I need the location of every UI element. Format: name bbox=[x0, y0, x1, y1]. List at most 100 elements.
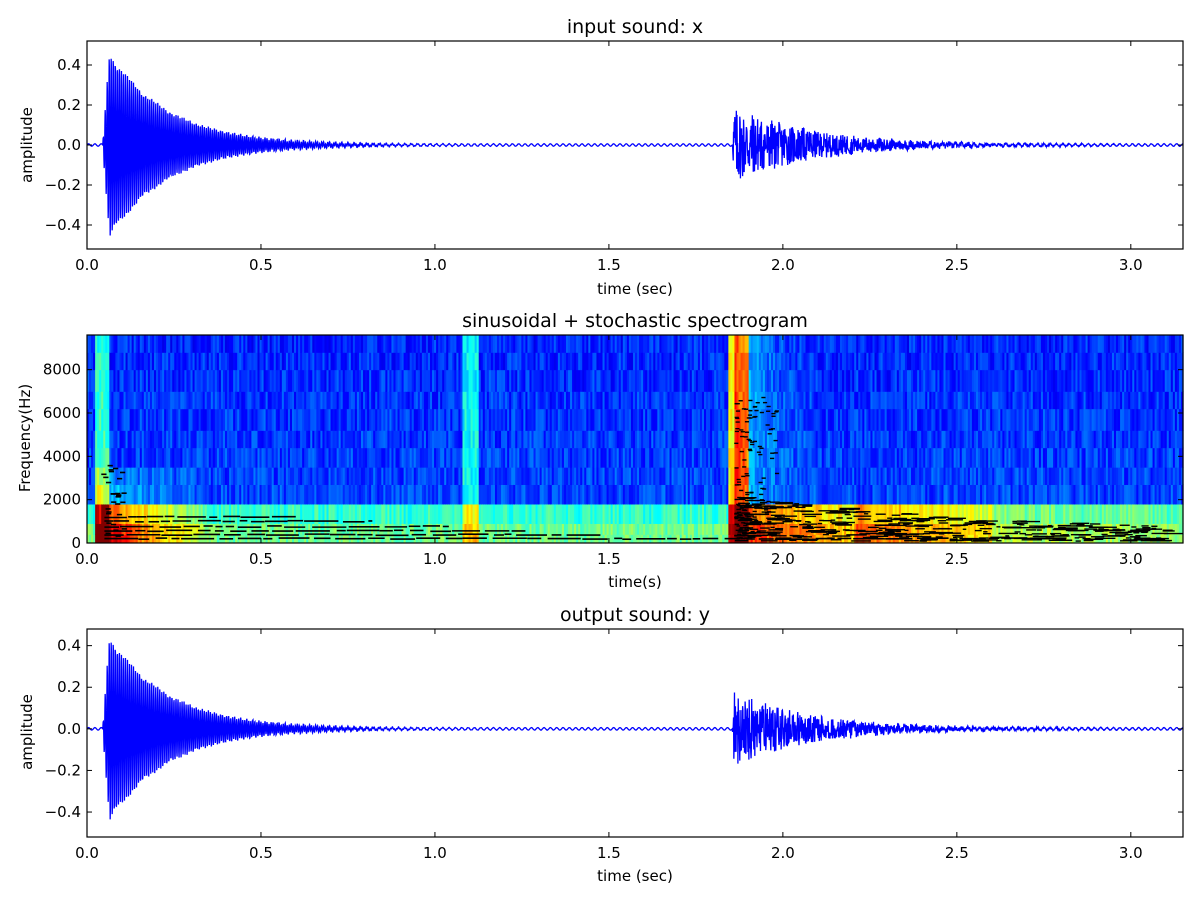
spectrogram-cell bbox=[285, 523, 289, 535]
spectrogram-cell bbox=[695, 369, 699, 392]
spectrogram-cell bbox=[466, 484, 470, 505]
spectrogram-cell bbox=[259, 391, 263, 410]
spectrogram-cell bbox=[584, 484, 587, 505]
spectrogram-cell bbox=[718, 447, 721, 468]
spectrogram-cell bbox=[115, 391, 119, 410]
spectrogram-cell bbox=[162, 391, 165, 410]
spectrogram-cell bbox=[198, 447, 202, 468]
spectrogram-cell bbox=[793, 369, 796, 392]
spectrogram-cell bbox=[190, 369, 194, 392]
spectrogram-cell bbox=[287, 335, 291, 353]
spectrogram-cell bbox=[766, 391, 770, 410]
spectrogram-cell bbox=[460, 352, 464, 371]
spectrogram-cell bbox=[196, 430, 200, 449]
spectrogram-cell bbox=[604, 352, 608, 371]
spectrogram-cell bbox=[452, 523, 455, 535]
spectrogram-cell bbox=[206, 430, 210, 449]
spectrogram-cell bbox=[269, 484, 273, 505]
spectrogram-cell bbox=[787, 447, 790, 468]
spectrogram-cell bbox=[614, 523, 618, 535]
spectrogram-cell bbox=[93, 447, 96, 468]
spectrogram-cell bbox=[689, 467, 693, 485]
spectrogram-cell bbox=[890, 430, 894, 449]
spectrogram-cell bbox=[395, 447, 399, 468]
spectrogram-cell bbox=[247, 523, 250, 535]
spectrogram-cell bbox=[294, 430, 297, 449]
spectrogram-cell bbox=[870, 467, 874, 485]
spectrogram-cell bbox=[302, 467, 305, 485]
spectrogram-cell bbox=[620, 408, 624, 431]
spectrogram-cell bbox=[801, 408, 805, 431]
spectrogram-cell bbox=[876, 484, 880, 505]
spectrogram-cell bbox=[578, 335, 581, 353]
spectrogram-cell bbox=[805, 335, 809, 353]
spectrogram-cell bbox=[527, 484, 531, 505]
spectrogram-cell bbox=[608, 484, 612, 505]
spectrogram-cell bbox=[909, 484, 912, 505]
spectrogram-cell bbox=[367, 504, 370, 524]
spectrogram-cell bbox=[501, 447, 504, 468]
spectrogram-cell bbox=[399, 523, 403, 535]
spectrogram-cell bbox=[635, 467, 638, 485]
spectrogram-cell bbox=[811, 430, 815, 449]
spectrogram-cell bbox=[535, 430, 539, 449]
spectrogram-cell bbox=[764, 335, 768, 353]
spectrogram-cell bbox=[632, 352, 636, 371]
spectrogram-cell bbox=[866, 430, 870, 449]
spectrogram-cell bbox=[265, 408, 269, 431]
spectrogram-cell bbox=[442, 391, 445, 410]
spectrogram-cell bbox=[490, 335, 494, 353]
spectrogram-cell bbox=[456, 430, 460, 449]
spectrogram-cell bbox=[162, 504, 165, 524]
spectrogram-cell bbox=[754, 352, 758, 371]
spectrogram-cell bbox=[754, 484, 758, 505]
spectrogram-cell bbox=[655, 408, 658, 431]
spectrogram-cell bbox=[620, 484, 624, 505]
spectrogram-cell bbox=[348, 467, 352, 485]
spectrogram-cell bbox=[379, 504, 382, 524]
spectrogram-cell bbox=[655, 369, 658, 392]
spectrogram-cell bbox=[164, 352, 167, 371]
y-tick-label: 0.4 bbox=[57, 56, 81, 74]
spectrogram-cell bbox=[827, 430, 831, 449]
spectrogram-cell bbox=[265, 352, 269, 371]
spectrogram-cell bbox=[285, 335, 289, 353]
spectrogram-cell bbox=[129, 447, 133, 468]
spectrogram-cell bbox=[421, 391, 425, 410]
spectrogram-cell bbox=[687, 523, 691, 535]
spectrogram-cell bbox=[149, 484, 153, 505]
spectrogram-cell bbox=[801, 352, 805, 371]
spectrogram-cell bbox=[679, 467, 683, 485]
spectrogram-cell bbox=[829, 391, 833, 410]
spectrogram-cell bbox=[446, 467, 449, 485]
spectrogram-cell bbox=[833, 534, 837, 544]
spectrogram-cell bbox=[896, 408, 900, 431]
spectrogram-cell bbox=[795, 504, 798, 524]
spectrogram-cell bbox=[507, 467, 510, 485]
spectrogram-cell bbox=[876, 447, 880, 468]
spectrogram-cell bbox=[212, 430, 216, 449]
spectrogram-cell bbox=[89, 369, 92, 392]
spectrogram-cell bbox=[241, 447, 244, 468]
spectrogram-cell bbox=[614, 391, 618, 410]
spectrogram-cell bbox=[819, 391, 823, 410]
spectrogram-cell bbox=[180, 335, 183, 353]
spectrogram-cell bbox=[287, 447, 291, 468]
spectrogram-cell bbox=[750, 430, 754, 449]
spectrogram-cell bbox=[482, 335, 486, 353]
spectrogram-cell bbox=[158, 467, 161, 485]
spectrogram-cell bbox=[482, 467, 486, 485]
spectrogram-cell bbox=[831, 369, 835, 392]
spectrogram-cell bbox=[478, 391, 482, 410]
spectrogram-cell bbox=[328, 523, 332, 535]
spectrogram-cell bbox=[919, 430, 922, 449]
spectrogram-cell bbox=[174, 369, 177, 392]
spectrogram-cell bbox=[265, 504, 269, 524]
spectrogram-cell bbox=[241, 391, 244, 410]
spectrogram-cell bbox=[525, 447, 529, 468]
spectrogram-cell bbox=[657, 447, 660, 468]
spectrogram-cell bbox=[641, 504, 644, 524]
spectrogram-cell bbox=[501, 467, 504, 485]
spectrogram-cell bbox=[872, 447, 876, 468]
spectrogram-cell bbox=[245, 408, 248, 431]
